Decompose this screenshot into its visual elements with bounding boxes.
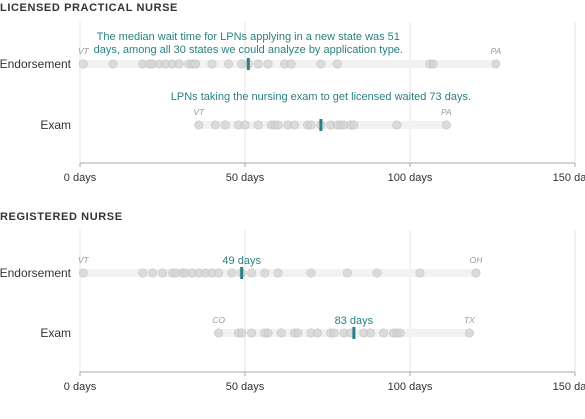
state-dot: [289, 120, 299, 130]
tick-label: 100 days: [388, 381, 433, 393]
min-state-label: VT: [78, 255, 90, 265]
state-dot: [372, 268, 382, 278]
state-dot: [191, 59, 201, 69]
state-dot: [253, 59, 263, 69]
tick-label: 0 days: [64, 381, 97, 393]
state-dot: [263, 328, 273, 338]
state-dot: [247, 328, 257, 338]
state-dot: [148, 268, 158, 278]
state-dot: [349, 120, 359, 130]
state-dot: [464, 328, 474, 338]
state-dot: [78, 268, 88, 278]
state-dot: [306, 120, 316, 130]
max-state-label: OH: [470, 255, 484, 265]
state-dot: [224, 59, 234, 69]
chart-1: REGISTERED NURSE 0 days 50 days 100 days 150…: [0, 211, 585, 393]
row-exam: Exam VT PA LPNs taking the nursing exam to …: [40, 91, 471, 132]
state-dot: [227, 268, 237, 278]
state-dot: [316, 59, 326, 69]
state-dot: [293, 328, 303, 338]
state-dot: [207, 59, 217, 69]
state-dot: [313, 328, 323, 338]
max-state-label: TX: [464, 315, 475, 325]
tick-label: 50 days: [226, 381, 265, 393]
median-annotation: The median wait time for LPNs applying i…: [97, 31, 400, 43]
state-dot: [342, 268, 352, 278]
median-annotation: days, among all 30 states we could analy…: [94, 44, 403, 56]
state-dot: [415, 268, 425, 278]
state-dot: [263, 59, 273, 69]
state-dot: [491, 59, 501, 69]
state-dot: [441, 120, 451, 130]
tick-label: 150 days: [553, 381, 585, 393]
median-annotation: 83 days: [335, 315, 374, 327]
state-dot: [286, 59, 296, 69]
max-state-label: PA: [490, 46, 501, 56]
state-dot: [428, 59, 438, 69]
state-dot: [329, 328, 339, 338]
state-dot: [237, 328, 247, 338]
median-marker: [319, 119, 323, 131]
state-dot: [158, 268, 168, 278]
median-marker: [240, 267, 244, 279]
min-state-label: VT: [193, 107, 205, 117]
state-dot: [138, 268, 148, 278]
median-marker: [352, 327, 356, 339]
state-dot: [108, 59, 118, 69]
tick-label: 150 days: [553, 172, 585, 184]
row-label: Exam: [40, 118, 71, 132]
row-label: Endorsement: [0, 266, 72, 280]
max-state-label: PA: [441, 107, 452, 117]
tick-label: 50 days: [226, 172, 265, 184]
median-annotation: 49 days: [222, 255, 261, 267]
min-state-label: CO: [212, 315, 225, 325]
state-dot: [273, 268, 283, 278]
state-dot: [471, 268, 481, 278]
row-label: Endorsement: [0, 57, 72, 71]
state-dot: [392, 120, 402, 130]
state-dot: [365, 328, 375, 338]
state-dot: [306, 268, 316, 278]
state-dot: [260, 268, 270, 278]
state-dot: [240, 120, 250, 130]
state-dot: [214, 268, 224, 278]
chart-title: LICENSED PRACTICAL NURSE: [0, 2, 178, 14]
state-dot: [214, 328, 224, 338]
state-dot: [220, 120, 230, 130]
median-annotation: LPNs taking the nursing exam to get lice…: [171, 91, 471, 103]
min-state-label: VT: [78, 46, 90, 56]
chart-title: REGISTERED NURSE: [0, 211, 123, 223]
row-endorsement: Endorsement VT PA The median wait time for …: [0, 31, 501, 71]
row-label: Exam: [40, 326, 71, 340]
state-dot: [78, 59, 88, 69]
state-dot: [273, 120, 283, 130]
state-dot: [395, 328, 405, 338]
state-dot: [253, 120, 263, 130]
row-endorsement: Endorsement VT OH 49 days: [0, 255, 483, 280]
state-dot: [247, 268, 257, 278]
state-dot: [194, 120, 204, 130]
state-dot: [332, 59, 342, 69]
chart-0: LICENSED PRACTICAL NURSE 0 days 50 days 100…: [0, 2, 585, 184]
median-marker: [246, 58, 250, 70]
tick-label: 0 days: [64, 172, 97, 184]
row-exam: Exam CO TX 83 days: [40, 315, 475, 340]
state-dot: [210, 120, 220, 130]
state-dot: [276, 328, 286, 338]
tick-label: 100 days: [388, 172, 433, 184]
state-dot: [379, 328, 389, 338]
state-dot: [174, 59, 184, 69]
